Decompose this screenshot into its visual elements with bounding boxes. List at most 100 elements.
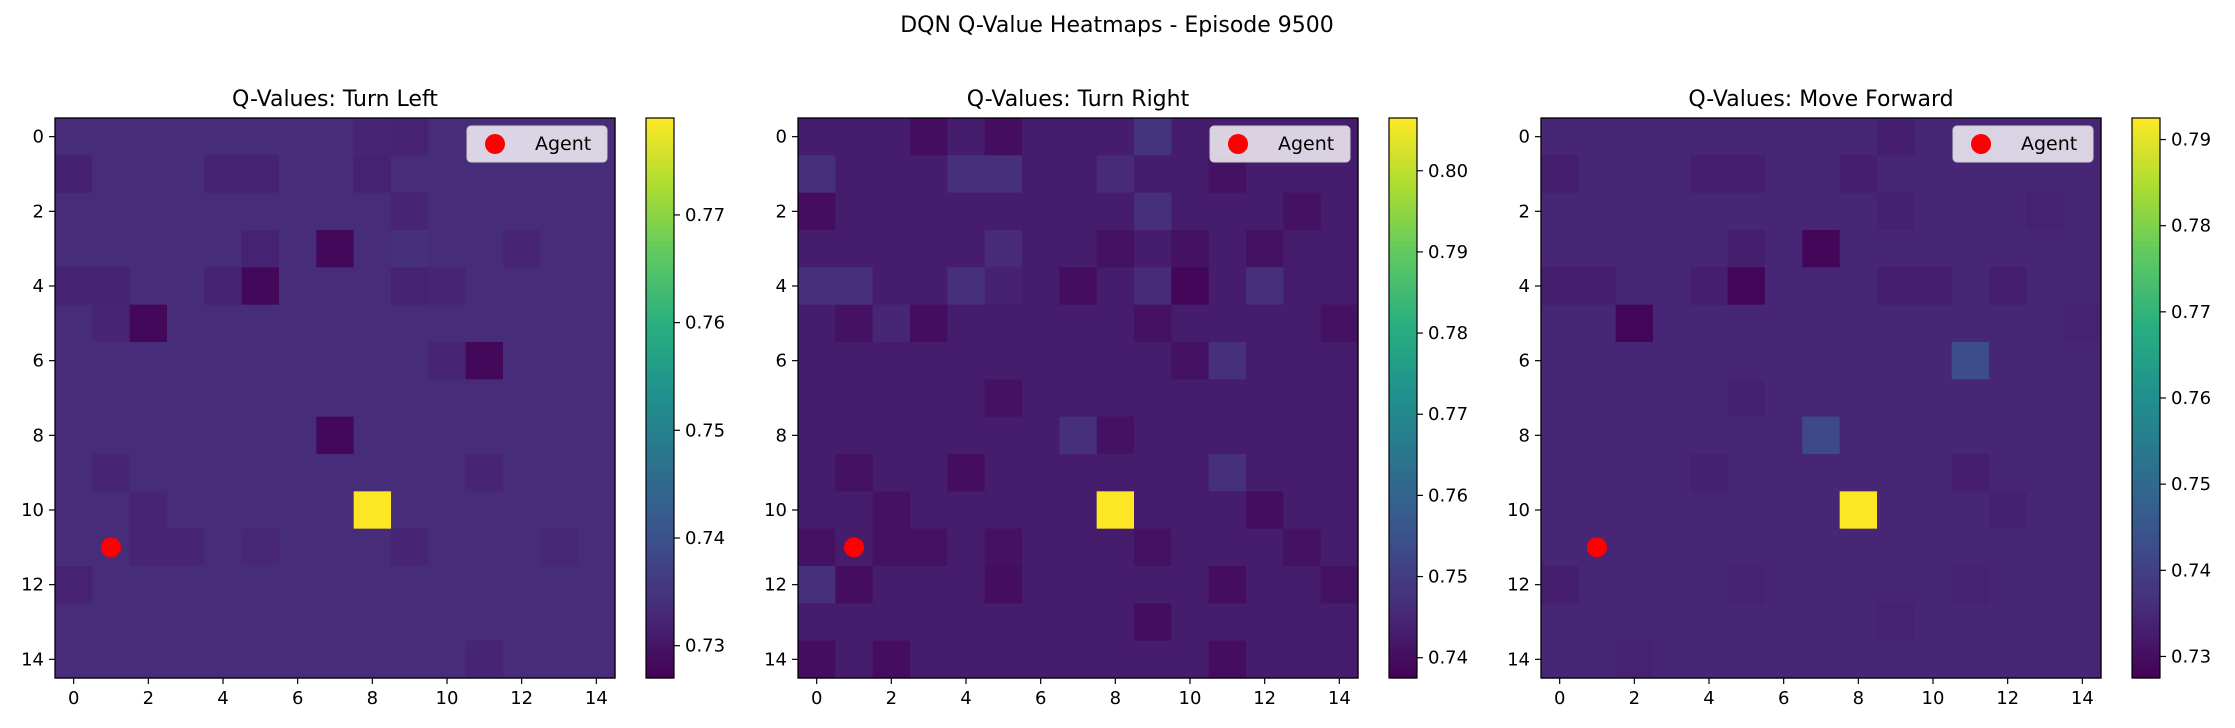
heatmap-cell <box>55 379 93 418</box>
colorbar-step <box>1389 274 1417 281</box>
heatmap-cell <box>316 454 355 492</box>
heatmap-cell <box>1690 267 1729 306</box>
heatmap-cell <box>1134 528 1172 567</box>
heatmap-cell <box>2063 528 2102 567</box>
colorbar-step <box>2132 146 2160 153</box>
heatmap-cell <box>353 528 392 567</box>
heatmap-cell <box>1096 230 1135 268</box>
heatmap-cell <box>1283 416 1322 455</box>
colorbar-step <box>646 358 674 365</box>
heatmap-cell <box>1096 267 1135 306</box>
x-tick-label: 2 <box>886 688 897 709</box>
heatmap-cell <box>1653 230 1691 268</box>
heatmap-cell <box>353 603 392 642</box>
heatmap-cell <box>55 118 93 156</box>
heatmap-cell <box>1690 304 1729 343</box>
heatmap-cell <box>129 528 168 567</box>
heatmap-cell <box>279 118 317 156</box>
heatmap-cell <box>1765 267 1803 306</box>
colorbar-step <box>2132 297 2160 304</box>
colorbar-step <box>646 403 674 410</box>
heatmap-cell <box>1690 230 1729 268</box>
heatmap-cell <box>316 192 355 231</box>
heatmap-cell <box>1951 640 1990 679</box>
colorbar-step <box>1389 375 1417 382</box>
colorbar-step <box>1389 655 1417 662</box>
colorbar-step <box>2132 633 2160 640</box>
heatmap-cell <box>167 454 205 492</box>
heatmap-cell <box>1877 230 1915 268</box>
heatmap-cell <box>204 155 243 194</box>
heatmap-panel: Q-Values: Turn Left 0 2 4 6 8 10 12 14 0 2 4 6 8 10 12 1… <box>21 87 725 709</box>
heatmap-cell <box>1134 155 1172 194</box>
heatmap-cell <box>92 491 131 530</box>
heatmap-cell <box>391 528 429 567</box>
colorbar-step <box>2132 543 2160 550</box>
heatmap-cell <box>1283 603 1322 642</box>
colorbar-step <box>646 162 674 169</box>
heatmap-cell <box>1059 192 1098 231</box>
heatmap-cell <box>2026 230 2065 268</box>
colorbar-step <box>1389 151 1417 158</box>
heatmap-cell <box>55 304 93 343</box>
heatmap-cell <box>241 416 280 455</box>
colorbar-step <box>2132 168 2160 175</box>
heatmap-cell <box>1727 267 1766 306</box>
heatmap-cell <box>1989 267 2027 306</box>
heatmap-cell <box>241 640 280 679</box>
heatmap-cell <box>1839 528 1878 567</box>
heatmap-cell <box>835 267 874 306</box>
colorbar-step <box>2132 638 2160 645</box>
heatmap-cell <box>1877 416 1915 455</box>
colorbar-step <box>646 526 674 533</box>
colorbar-step <box>646 308 674 315</box>
heatmap-cell <box>1615 155 1654 194</box>
heatmap-cell <box>167 603 205 642</box>
heatmap-cell <box>872 230 911 268</box>
colorbar-step <box>1389 118 1417 125</box>
colorbar-step <box>1389 196 1417 203</box>
colorbar-step <box>2132 655 2160 662</box>
heatmap-cell <box>316 528 355 567</box>
heatmap-cell <box>2026 603 2065 642</box>
colorbar-tick-label: 0.76 <box>2171 388 2211 409</box>
y-tick-label: 12 <box>1507 575 1530 596</box>
heatmap-cell <box>872 267 911 306</box>
heatmap-cell <box>1134 379 1172 418</box>
heatmap-cell <box>872 379 911 418</box>
heatmap-cell <box>55 603 93 642</box>
heatmap-cell <box>1951 192 1990 231</box>
colorbar-step <box>646 129 674 136</box>
heatmap-cell <box>1134 491 1172 530</box>
heatmap-cell <box>1096 192 1135 231</box>
heatmap-cell <box>428 528 467 567</box>
heatmap-cell <box>1059 379 1098 418</box>
legend: Agent <box>1952 125 2094 163</box>
heatmap-cell <box>55 155 93 194</box>
heatmap-cell <box>1171 155 1210 194</box>
heatmap-cell <box>1690 192 1729 231</box>
heatmap-cell <box>947 528 986 567</box>
colorbar-tick-label: 0.75 <box>685 420 725 441</box>
colorbar-step <box>1389 168 1417 175</box>
panel-title: Q-Values: Move Forward <box>1688 87 1953 112</box>
colorbar-step <box>1389 521 1417 528</box>
heatmap-cell <box>872 155 911 194</box>
heatmap-cell <box>1096 640 1135 679</box>
colorbar-step <box>646 286 674 293</box>
heatmap-cell <box>1059 603 1098 642</box>
heatmap-cell <box>1022 192 1060 231</box>
heatmap-cell <box>1839 342 1878 380</box>
colorbar-step <box>1389 325 1417 332</box>
heatmap-cell <box>577 416 616 455</box>
heatmap-cell <box>1727 603 1766 642</box>
colorbar-step <box>1389 286 1417 293</box>
heatmap-cell <box>465 342 504 380</box>
heatmap-cell <box>1727 566 1766 604</box>
legend: Agent <box>466 125 608 163</box>
colorbar-step <box>2132 280 2160 287</box>
heatmap-cell <box>1246 230 1284 268</box>
heatmap-cell <box>316 118 355 156</box>
heatmap-cell <box>1283 454 1322 492</box>
heatmap-cell <box>129 603 168 642</box>
